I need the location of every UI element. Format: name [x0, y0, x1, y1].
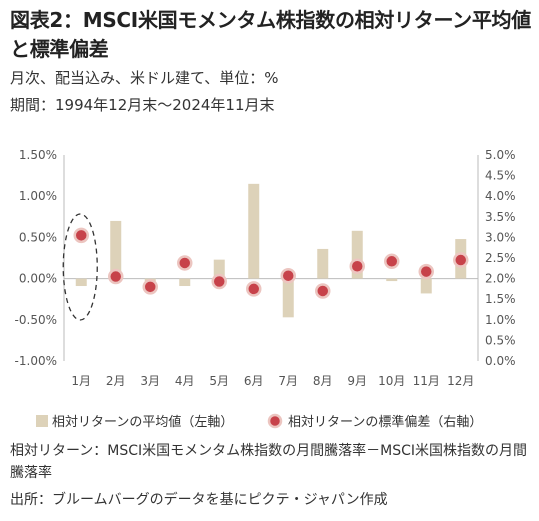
bar	[75, 278, 87, 287]
bar	[282, 278, 294, 318]
x-tick-label: 11月	[413, 374, 440, 388]
right-tick-label: 4.5%	[485, 169, 516, 183]
left-tick-label: -0.50%	[15, 313, 57, 327]
right-tick-label: 2.5%	[485, 251, 516, 265]
legend-swatch-dot	[267, 413, 283, 429]
tick-labels: -1.00% -0.50% 0.00% 0.50% 1.00% 1.50% 0.0% 0.5%…	[15, 148, 516, 388]
left-tick-label: 1.00%	[19, 189, 57, 203]
right-tick-label: 2.0%	[485, 272, 516, 286]
scatter-point	[384, 253, 400, 270]
right-tick-label: 3.5%	[485, 210, 516, 224]
source-note: 出所：ブルームバーグのデータを基にピクテ・ジャパン作成	[10, 492, 388, 508]
scatter-point	[142, 279, 158, 295]
scatter-point	[349, 258, 365, 274]
right-tick-label: 0.5%	[485, 333, 516, 347]
chart-axes	[63, 155, 479, 361]
right-tick-label: 1.5%	[485, 292, 516, 306]
right-tick-label: 0.0%	[485, 354, 516, 368]
scatter-point	[73, 227, 89, 244]
bar	[420, 278, 432, 294]
highlight-ellipse	[62, 213, 98, 321]
scatter-point	[315, 283, 331, 299]
left-tick-label: 1.50%	[19, 148, 57, 162]
bar	[179, 278, 191, 287]
scatter-point	[280, 267, 296, 284]
chart-subtitle: 月次、配当込み、米ドル建て、単位：%	[10, 69, 279, 87]
chart-period: 期間：1994年12月末～2024年11月末	[10, 96, 275, 114]
annotation-layer	[62, 213, 98, 321]
x-tick-label: 6月	[244, 374, 264, 388]
bar	[248, 183, 260, 279]
bar	[110, 220, 122, 279]
scatter-point	[246, 281, 262, 297]
x-tick-label: 1月	[71, 374, 91, 388]
chart-area: -1.00% -0.50% 0.00% 0.50% 1.00% 1.50% 0.0% 0.5%…	[15, 148, 516, 430]
left-tick-label: 0.50%	[19, 230, 57, 244]
scatter-point	[453, 252, 469, 268]
dot-series	[73, 227, 469, 299]
x-tick-label: 4月	[175, 374, 195, 388]
x-tick-label: 3月	[140, 374, 160, 388]
x-tick-label: 7月	[278, 374, 298, 388]
x-tick-label: 9月	[347, 374, 367, 388]
bar	[351, 230, 363, 279]
scatter-point	[211, 273, 227, 290]
legend-swatch-bar	[36, 415, 48, 427]
right-tick-label: 5.0%	[485, 148, 516, 162]
chart-legend: 相対リターンの平均値（左軸） 相対リターンの標準偏差（右軸）	[36, 413, 482, 430]
x-tick-label: 8月	[313, 374, 333, 388]
scatter-point	[108, 268, 124, 285]
x-tick-label: 10月	[378, 374, 405, 388]
right-tick-label: 3.0%	[485, 230, 516, 244]
left-tick-label: 0.00%	[19, 272, 57, 286]
bar	[317, 248, 329, 279]
x-tick-label: 5月	[209, 374, 229, 388]
x-tick-label: 2月	[106, 374, 126, 388]
scatter-point	[177, 255, 193, 271]
legend-label-dot: 相対リターンの標準偏差（右軸）	[288, 414, 482, 430]
bar	[213, 259, 225, 279]
left-tick-label: -1.00%	[15, 354, 57, 368]
right-tick-label: 1.0%	[485, 313, 516, 327]
scatter-point	[418, 263, 434, 280]
legend-label-bar: 相対リターンの平均値（左軸）	[52, 414, 233, 430]
bar-series	[75, 183, 467, 318]
bar	[386, 278, 398, 282]
chart-title: 図表2：MSCI米国モメンタム株指数の相対リターン平均値と標準偏差	[10, 8, 531, 61]
footnote: 相対リターン：MSCI米国モメンタム株指数の月間騰落率－MSCI米国株指数の月間…	[10, 443, 528, 481]
right-tick-label: 4.0%	[485, 189, 516, 203]
x-tick-label: 12月	[447, 374, 474, 388]
